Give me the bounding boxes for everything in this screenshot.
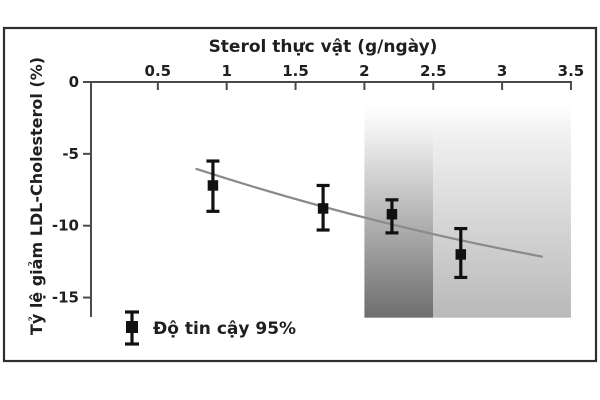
data-point-marker [386, 208, 398, 220]
data-points [206, 159, 468, 280]
x-tick-label: 1 [221, 62, 231, 80]
shaded-band [433, 104, 571, 318]
x-tick-label: 2 [359, 62, 369, 80]
x-tick-label: 3 [497, 62, 507, 80]
y-tick-label: -5 [62, 145, 79, 163]
x-axis-title: Sterol thực vật (g/ngày) [209, 37, 438, 57]
y-tick-label: -15 [52, 289, 79, 307]
x-tick-label: 0.5 [145, 62, 172, 80]
data-point [454, 226, 468, 280]
shaded-bands [364, 104, 571, 318]
axes: 0.5 1 1.5 2 2.5 3 3.5 0 -5 -10 -15 [52, 62, 584, 317]
data-point [206, 159, 220, 213]
y-axis-label: Tỷ lệ giảm LDL-Cholesterol (%) [27, 57, 46, 335]
x-tick-label: 2.5 [420, 62, 447, 80]
y-tick-label: 0 [69, 73, 79, 91]
x-tick-label: 1.5 [282, 62, 309, 80]
figure-border [2, 26, 598, 363]
shaded-band [364, 104, 434, 318]
x-tick-label: 3.5 [558, 62, 585, 80]
legend-label: Độ tin cậy 95% [153, 319, 296, 339]
data-point-marker [317, 203, 329, 214]
legend-marker-square [126, 321, 138, 333]
y-tick-label: -10 [52, 217, 79, 235]
trend-curve [195, 167, 544, 258]
legend: Độ tin cậy 95% [125, 310, 296, 346]
data-point-marker [207, 180, 219, 191]
data-point-marker [455, 249, 467, 260]
data-point [316, 183, 330, 232]
data-point [385, 198, 399, 235]
trend-curve-path [195, 167, 544, 258]
